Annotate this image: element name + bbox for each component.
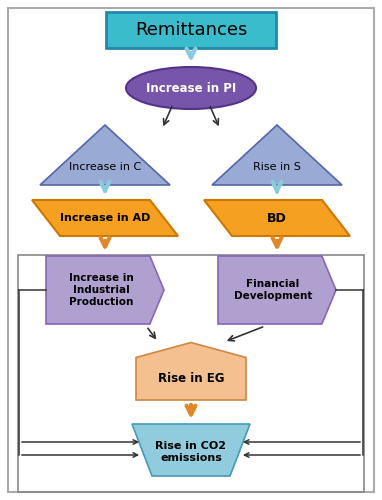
Text: Increase in AD: Increase in AD (60, 213, 150, 223)
Bar (18, 255, 364, 492)
Text: Remittances: Remittances (135, 21, 247, 39)
Polygon shape (136, 342, 246, 400)
Text: Rise in S: Rise in S (253, 162, 301, 172)
Text: Increase in PI: Increase in PI (146, 82, 236, 94)
Polygon shape (32, 200, 178, 236)
Polygon shape (46, 256, 164, 324)
Text: Increase in
Industrial
Production: Increase in Industrial Production (69, 274, 133, 306)
Text: Increase in C: Increase in C (69, 162, 141, 172)
Text: BD: BD (267, 212, 287, 224)
Polygon shape (40, 125, 170, 185)
Bar (106, 12, 276, 48)
Polygon shape (218, 256, 336, 324)
Text: Rise in CO2
emissions: Rise in CO2 emissions (155, 441, 227, 463)
Text: Financial
Development: Financial Development (234, 279, 312, 301)
Polygon shape (132, 424, 250, 476)
Polygon shape (212, 125, 342, 185)
Text: Rise in EG: Rise in EG (158, 372, 224, 386)
Polygon shape (204, 200, 350, 236)
Ellipse shape (126, 67, 256, 109)
